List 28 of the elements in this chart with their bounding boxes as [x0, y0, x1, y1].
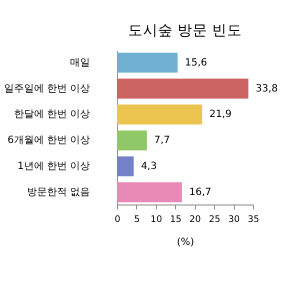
bar: [116, 52, 178, 73]
x-tick-label: 30: [228, 215, 240, 226]
x-tick-label: 10: [150, 215, 162, 226]
x-tick-label: 20: [189, 215, 202, 226]
x-tick-label: 35: [248, 215, 260, 226]
x-axis-title: (%): [176, 236, 194, 248]
y-tick-label: 6개월에 한번 이상: [8, 135, 90, 146]
data-label: 21,9: [209, 109, 232, 120]
y-tick-label: 일주일에 한번 이상: [4, 83, 90, 94]
x-tick-label: 0: [114, 215, 121, 226]
y-tick-label: 매일: [70, 57, 90, 68]
x-tick-label: 15: [170, 215, 182, 226]
y-tick-label: 한달에 한번 이상: [14, 109, 90, 120]
y-tick-label: 1년에 한번 이상: [18, 161, 90, 172]
data-label: 4,3: [140, 161, 157, 172]
bar: [116, 182, 182, 202]
data-label: 16,7: [189, 186, 212, 198]
data-label: 33,8: [256, 83, 278, 94]
bar: [116, 156, 134, 176]
bar: [116, 104, 202, 124]
x-tick-label: 25: [208, 215, 220, 226]
chart-title: 도시숲 방문 빈도: [128, 22, 242, 39]
data-label: 7,7: [154, 135, 170, 146]
data-label: 15,6: [184, 57, 208, 68]
x-tick-label: 5: [134, 215, 140, 226]
y-tick-label: 방문한적 없음: [27, 186, 90, 198]
bar: [116, 130, 147, 150]
bar: [116, 78, 248, 99]
